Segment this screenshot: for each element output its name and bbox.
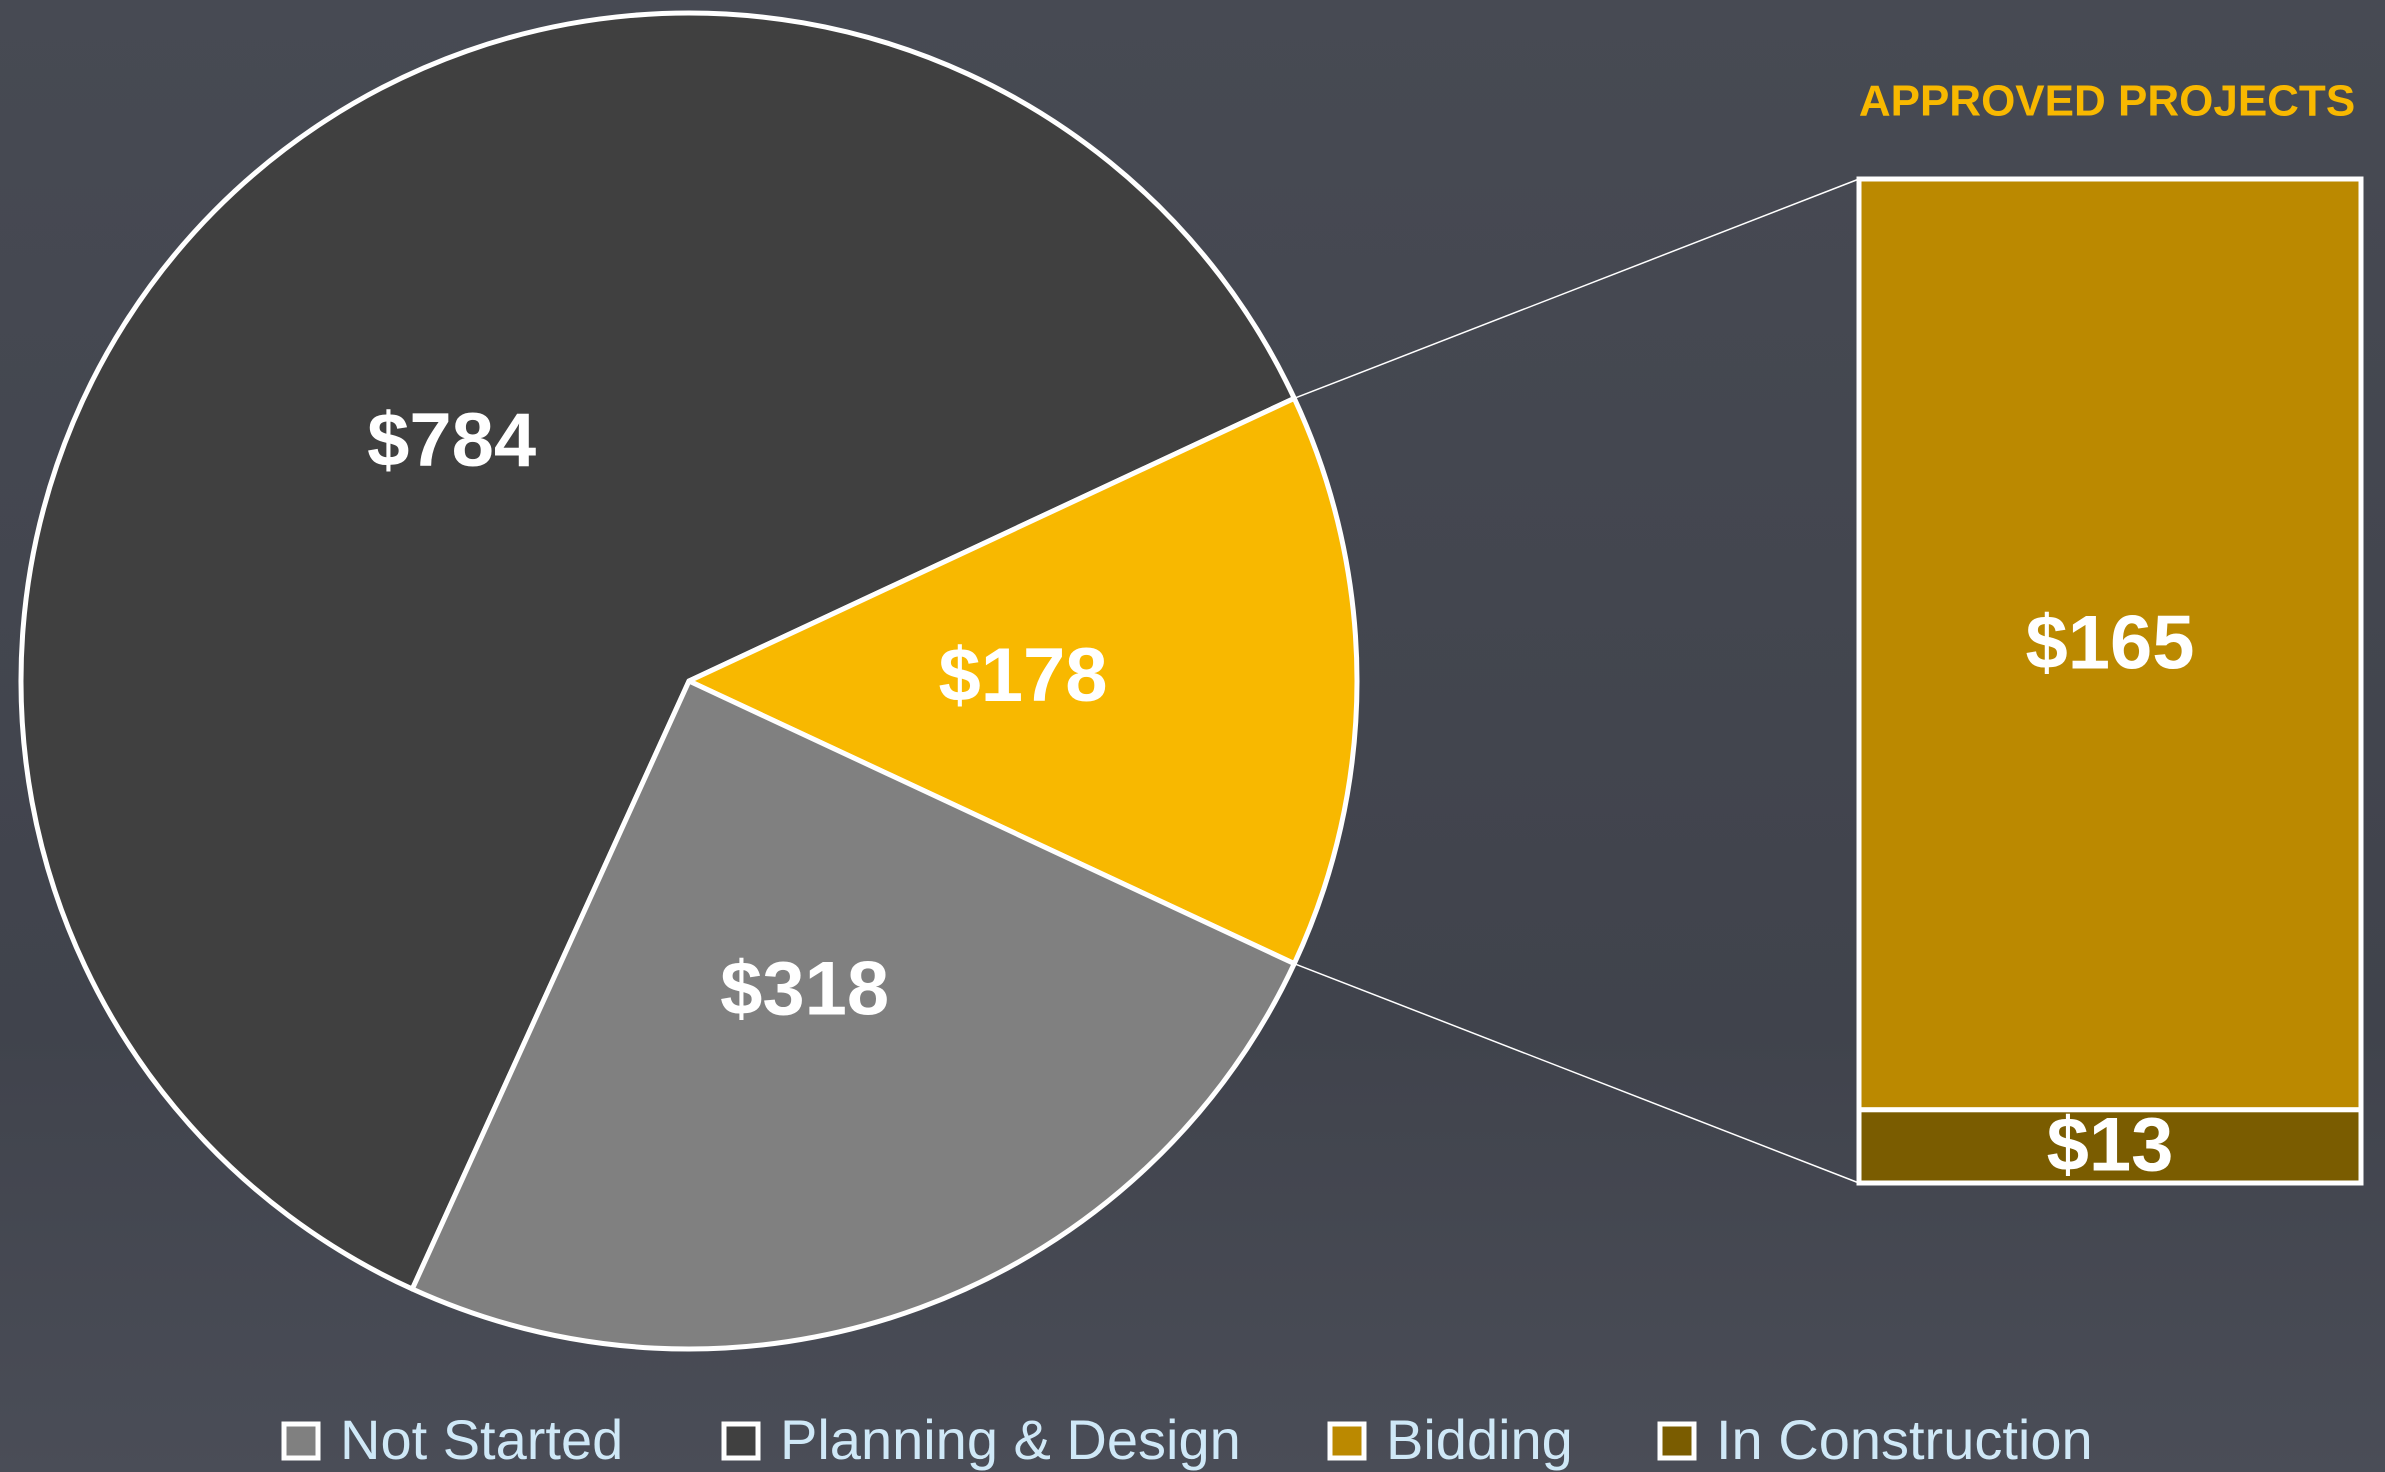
- bar-label: $13: [2047, 1102, 2174, 1187]
- connector-line: [1293, 962, 1860, 1184]
- legend-swatch: [281, 1421, 321, 1461]
- bar-label: $165: [2025, 600, 2194, 685]
- legend-swatch: [721, 1421, 761, 1461]
- legend-label: Planning & Design: [780, 1408, 1241, 1471]
- slice-label: $178: [938, 633, 1107, 718]
- pie-slice: [686, 395, 1360, 967]
- legend-label: In Construction: [1716, 1408, 2093, 1471]
- legend-swatch: [1327, 1421, 1367, 1461]
- pie-slice: [18, 10, 1297, 1292]
- legend-label: Not Started: [340, 1408, 623, 1471]
- slice-label: $784: [367, 398, 536, 483]
- bar-segment: [1856, 176, 2364, 1113]
- connector-line: [1293, 178, 1860, 400]
- bar-title: APPROVED PROJECTS: [1859, 77, 2355, 126]
- pie-slice: [409, 678, 1297, 1352]
- legend-label: Bidding: [1386, 1408, 1573, 1471]
- legend-swatch: [1657, 1421, 1697, 1461]
- slice-label: $318: [720, 946, 889, 1031]
